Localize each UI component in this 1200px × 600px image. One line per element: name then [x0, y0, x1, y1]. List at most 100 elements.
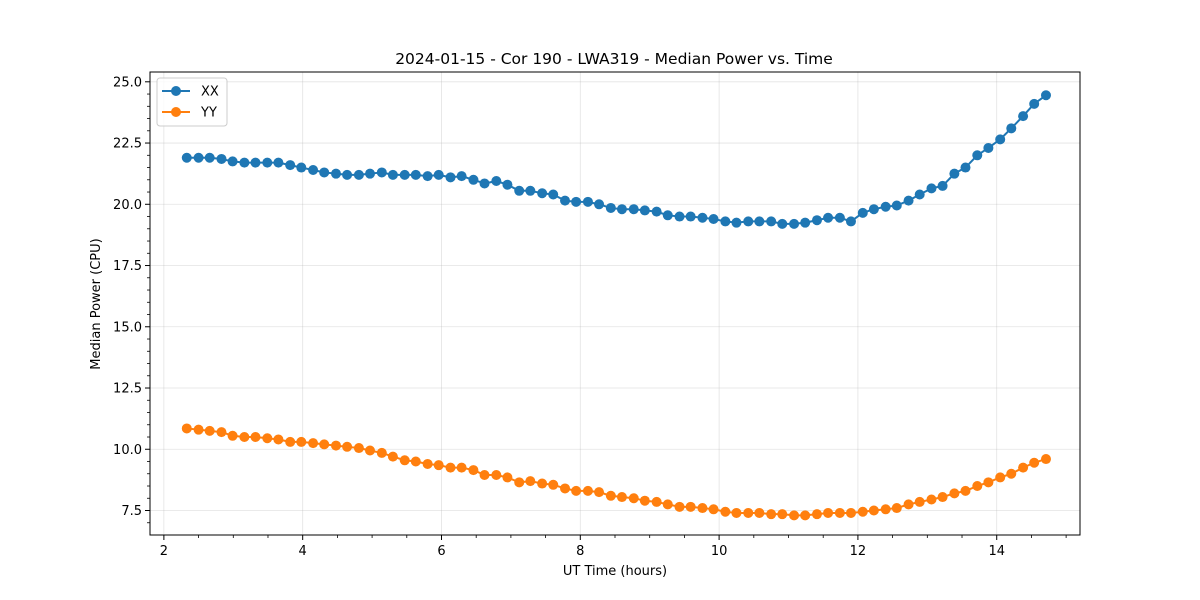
data-point-xx	[319, 167, 330, 178]
data-point-yy	[376, 447, 387, 458]
data-point-xx	[376, 167, 387, 178]
data-point-yy	[365, 445, 376, 456]
data-point-yy	[456, 462, 467, 473]
data-point-yy	[560, 483, 571, 494]
y-tick-label: 10.0	[113, 443, 142, 458]
data-point-yy	[491, 469, 502, 480]
data-point-yy	[1029, 457, 1040, 468]
data-point-yy	[891, 503, 902, 514]
data-point-xx	[616, 204, 627, 215]
data-point-yy	[445, 462, 456, 473]
data-point-xx	[353, 169, 364, 180]
data-point-yy	[582, 485, 593, 496]
x-axis-label: UT Time (hours)	[563, 564, 667, 579]
data-point-xx	[365, 168, 376, 179]
data-point-yy	[387, 451, 398, 462]
data-point-yy	[285, 436, 296, 447]
data-point-yy	[731, 507, 742, 518]
data-point-xx	[972, 150, 983, 161]
legend-marker-yy	[171, 107, 181, 117]
data-point-xx	[983, 142, 994, 153]
data-point-xx	[216, 153, 227, 164]
data-point-xx	[880, 201, 891, 212]
data-point-xx	[181, 152, 192, 163]
data-point-xx	[995, 134, 1006, 145]
legend: XX YY	[156, 77, 228, 127]
data-point-yy	[903, 499, 914, 510]
data-point-xx	[605, 202, 616, 213]
data-point-yy	[353, 443, 364, 454]
data-point-xx	[937, 180, 948, 191]
data-point-yy	[628, 493, 639, 504]
data-point-xx	[1018, 111, 1029, 122]
data-point-xx	[239, 157, 250, 168]
y-axis: 7.5 10.0 12.5 15.0 17.5 20.0 22.5 25.0	[113, 75, 150, 524]
data-point-xx	[800, 217, 811, 228]
data-point-xx	[662, 210, 673, 221]
data-point-xx	[445, 172, 456, 183]
y-axis-label: Median Power (CPU)	[89, 238, 104, 369]
data-point-yy	[651, 496, 662, 507]
x-tick-label: 4	[299, 544, 307, 559]
data-point-xx	[204, 152, 215, 163]
data-point-yy	[995, 472, 1006, 483]
legend-marker-xx	[171, 86, 181, 96]
data-point-yy	[502, 472, 513, 483]
data-point-yy	[777, 509, 788, 520]
data-point-xx	[491, 176, 502, 187]
data-point-yy	[754, 507, 765, 518]
data-point-xx	[422, 171, 433, 182]
data-point-xx	[594, 199, 605, 210]
data-point-yy	[479, 469, 490, 480]
data-point-xx	[628, 204, 639, 215]
data-point-yy	[227, 430, 238, 441]
data-point-yy	[949, 488, 960, 499]
data-point-yy	[720, 506, 731, 517]
data-point-xx	[525, 185, 536, 196]
data-point-xx	[308, 164, 319, 175]
data-point-xx	[697, 212, 708, 223]
data-point-yy	[410, 456, 421, 467]
data-point-xx	[1040, 90, 1051, 101]
data-point-yy	[262, 433, 273, 444]
data-point-yy	[319, 439, 330, 450]
y-tick-label: 20.0	[113, 198, 142, 213]
data-point-yy	[216, 427, 227, 438]
data-point-xx	[456, 171, 467, 182]
y-tick-label: 7.5	[121, 504, 142, 519]
data-point-yy	[308, 438, 319, 449]
x-tick-label: 12	[850, 544, 867, 559]
data-point-xx	[651, 206, 662, 217]
data-point-xx	[193, 152, 204, 163]
data-point-xx	[845, 216, 856, 227]
data-point-xx	[789, 218, 800, 229]
data-point-yy	[342, 441, 353, 452]
data-point-yy	[548, 479, 559, 490]
data-point-yy	[594, 487, 605, 498]
data-point-xx	[502, 179, 513, 190]
data-point-xx	[560, 195, 571, 206]
data-point-xx	[387, 169, 398, 180]
y-tick-label: 15.0	[113, 320, 142, 335]
data-point-yy	[331, 440, 341, 451]
data-point-xx	[227, 156, 238, 167]
data-point-yy	[639, 495, 650, 506]
data-point-yy	[605, 490, 616, 501]
data-point-yy	[422, 458, 433, 469]
data-point-xx	[582, 196, 593, 207]
series-layer	[181, 90, 1051, 521]
data-point-yy	[834, 507, 845, 518]
series-line-yy	[186, 427, 1047, 517]
data-point-yy	[972, 481, 983, 492]
chart-title: 2024-01-15 - Cor 190 - LWA319 - Median P…	[395, 50, 833, 68]
x-tick-label: 14	[988, 544, 1005, 559]
data-point-xx	[548, 189, 559, 200]
data-point-xx	[296, 162, 307, 173]
data-point-xx	[914, 189, 925, 200]
data-point-xx	[731, 217, 742, 228]
x-tick-label: 8	[576, 544, 584, 559]
x-tick-label: 10	[711, 544, 728, 559]
data-point-xx	[949, 168, 960, 179]
x-axis: 2 4 6 8 10 12 14	[160, 535, 1067, 559]
